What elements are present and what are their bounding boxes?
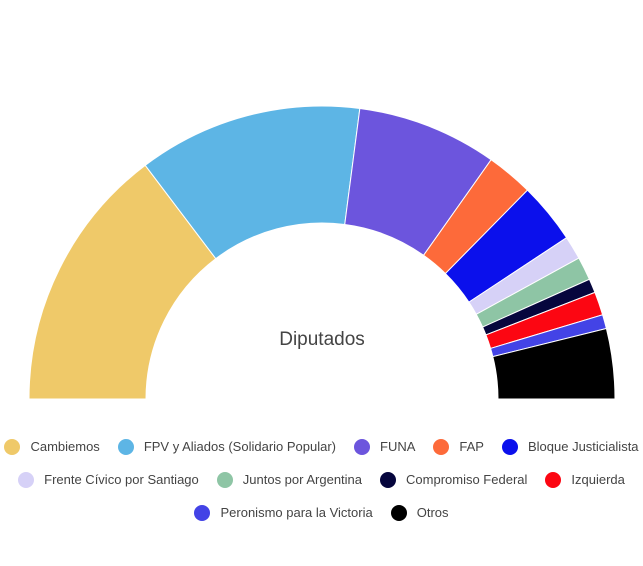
center-label: Diputados bbox=[279, 329, 365, 350]
legend-row-3: Peronismo para la Victoria Otros bbox=[0, 496, 643, 529]
legend-item[interactable]: Peronismo para la Victoria bbox=[194, 504, 373, 521]
legend-label: FPV y Aliados (Solidario Popular) bbox=[143, 439, 337, 454]
legend-dot bbox=[117, 438, 134, 455]
legend-label: Bloque Justicialista bbox=[527, 439, 639, 454]
legend-dot bbox=[216, 471, 233, 488]
slices-group bbox=[28, 105, 616, 400]
legend-label: FAP bbox=[459, 439, 484, 454]
legend-dot bbox=[18, 471, 35, 488]
semicircle-chart: Diputados bbox=[28, 105, 616, 400]
legend-label: Otros bbox=[416, 505, 449, 520]
legend-dot bbox=[390, 504, 407, 521]
legend: Cambiemos FPV y Aliados (Solidario Popula… bbox=[0, 430, 643, 529]
legend-row-1: Cambiemos FPV y Aliados (Solidario Popula… bbox=[0, 430, 643, 463]
slice-otros[interactable] bbox=[492, 327, 616, 400]
legend-row-2: Frente Cívico por Santiago Juntos por Arg… bbox=[0, 463, 643, 496]
legend-item[interactable]: Izquierda bbox=[545, 471, 625, 488]
legend-item[interactable]: FPV y Aliados (Solidario Popular) bbox=[117, 438, 337, 455]
legend-item[interactable]: Otros bbox=[390, 504, 449, 521]
legend-label: Juntos por Argentina bbox=[242, 472, 363, 487]
legend-label: Frente Cívico por Santiago bbox=[44, 472, 199, 487]
legend-dot bbox=[4, 438, 21, 455]
legend-item[interactable]: Cambiemos bbox=[4, 438, 100, 455]
legend-label: Izquierda bbox=[571, 472, 625, 487]
legend-dot bbox=[545, 471, 562, 488]
legend-dot bbox=[501, 438, 518, 455]
legend-dot bbox=[433, 438, 450, 455]
legend-item[interactable]: Compromiso Federal bbox=[380, 471, 528, 488]
legend-item[interactable]: FAP bbox=[433, 438, 484, 455]
legend-dot bbox=[354, 438, 371, 455]
legend-label: FUNA bbox=[380, 439, 416, 454]
legend-dot bbox=[194, 504, 211, 521]
legend-label: Peronismo para la Victoria bbox=[220, 505, 373, 520]
legend-label: Cambiemos bbox=[30, 439, 100, 454]
legend-item[interactable]: Bloque Justicialista bbox=[501, 438, 639, 455]
legend-label: Compromiso Federal bbox=[406, 472, 528, 487]
legend-item[interactable]: Juntos por Argentina bbox=[216, 471, 363, 488]
legend-dot bbox=[380, 471, 397, 488]
legend-item[interactable]: FUNA bbox=[354, 438, 416, 455]
legend-item[interactable]: Frente Cívico por Santiago bbox=[18, 471, 199, 488]
